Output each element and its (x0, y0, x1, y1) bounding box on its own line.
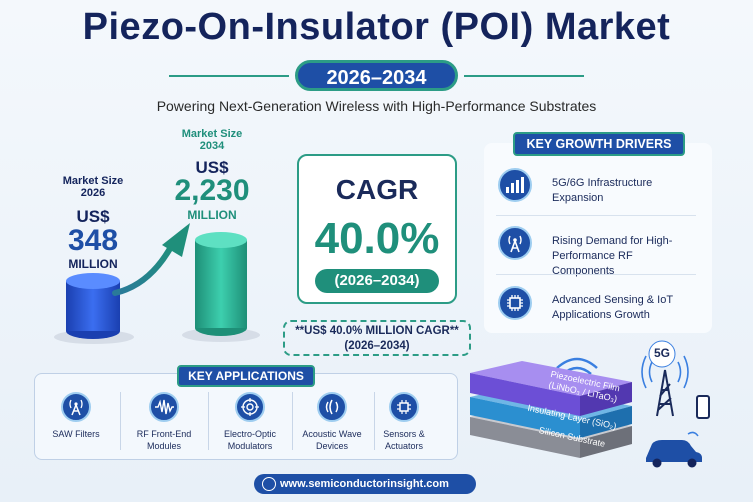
chip-icon (389, 392, 419, 422)
application-item: SAW Filters (34, 392, 118, 440)
divider (120, 392, 121, 450)
cagr-value: 40.0% (314, 214, 440, 263)
divider (496, 274, 696, 275)
market-2034-value: 2,230 (174, 174, 250, 207)
market-2034-cylinder (195, 240, 247, 328)
subtitle: Powering Next-Generation Wireless with H… (156, 98, 597, 114)
chip-icon (498, 286, 532, 320)
divider (292, 392, 293, 450)
growth-drivers-heading: KEY GROWTH DRIVERS (513, 132, 685, 156)
cagr-note: **US$ 40.0% MILLION CAGR** (2026–2034) (283, 320, 471, 356)
years-badge: 2026–2034 (169, 60, 584, 91)
applications-heading: KEY APPLICATIONS (177, 365, 315, 387)
market-2026-label: Market Size 2026 (62, 175, 124, 199)
cagr-period: (2026–2034) (315, 269, 439, 293)
antenna-icon (61, 392, 91, 422)
market-2026-cylinder (66, 281, 120, 331)
divider (208, 392, 209, 450)
application-item: RF Front-End Modules (122, 392, 206, 452)
market-2034-unit: MILLION (187, 208, 237, 222)
market-2034-label: Market Size 2034 (181, 128, 243, 152)
application-item: Electro-Optic Modulators (208, 392, 292, 452)
poi-substrate-illustration (470, 340, 710, 468)
market-2034-currency: US$ (195, 158, 229, 177)
driver-item-text: Rising Demand for High- Performance RF C… (552, 235, 673, 277)
market-2026-unit: MILLION (68, 257, 118, 271)
market-2026-value: 348 (67, 224, 119, 257)
sound-wave-icon (317, 392, 347, 422)
driver-item-text: Advanced Sensing & IoT Applications Grow… (552, 294, 674, 321)
growth-arrow-icon (112, 223, 190, 296)
globe-icon (262, 477, 276, 491)
cagr-label: CAGR (335, 174, 419, 205)
driver-item-text: 5G/6G Infrastructure Expansion (552, 177, 653, 204)
bar-chart-icon (498, 168, 532, 202)
waveform-icon (149, 392, 179, 422)
website-link[interactable]: www.semiconductorinsight.com (254, 474, 476, 494)
5g-badge: 5G (653, 346, 670, 360)
page-title: Piezo-On-Insulator (POI) Market (82, 6, 671, 48)
divider (496, 215, 696, 216)
cagr-card: CAGR 40.0% (2026–2034) (297, 154, 457, 304)
application-item: Acoustic Wave Devices (290, 392, 374, 452)
divider (374, 392, 375, 450)
cylinder-top (66, 273, 120, 289)
market-2026-currency: US$ (76, 207, 110, 226)
antenna-icon (498, 226, 532, 260)
target-icon (235, 392, 265, 422)
application-item: Sensors & Actuators (362, 392, 446, 452)
cylinder-top (195, 232, 247, 248)
